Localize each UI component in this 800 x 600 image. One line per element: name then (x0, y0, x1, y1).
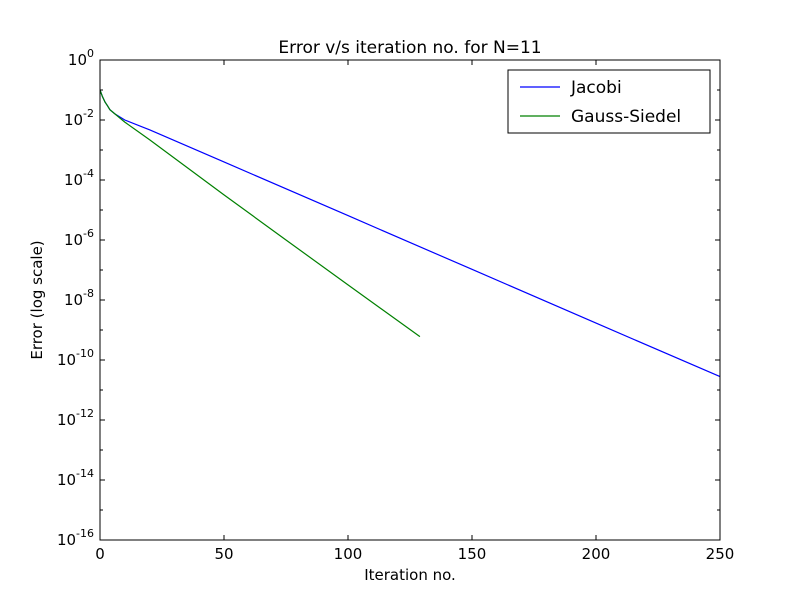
y-tick-label: 10-16 (57, 527, 94, 549)
y-tick-label: 10-14 (57, 467, 94, 489)
legend-label-gauss-siedel: Gauss-Siedel (571, 107, 681, 127)
x-tick-label: 50 (214, 545, 233, 563)
y-tick-label: 10-10 (57, 347, 94, 369)
series-layer (99, 89, 721, 378)
y-axis-label: Error (log scale) (28, 240, 46, 359)
series-line-gauss-siedel (99, 89, 421, 338)
y-tick-label: 10-8 (64, 287, 94, 309)
legend: Jacobi Gauss-Siedel (507, 69, 711, 134)
legend-box (507, 69, 711, 134)
x-tick-label: 150 (458, 545, 487, 563)
x-tick-label: 0 (95, 545, 105, 563)
y-tick-label: 100 (68, 47, 94, 69)
x-axis-ticks: 0 50 100 150 200 250 (95, 60, 734, 563)
y-tick-label: 10-4 (64, 167, 94, 189)
x-tick-label: 200 (582, 545, 611, 563)
y-tick-label: 10-2 (64, 107, 94, 129)
chart-title: Error v/s iteration no. for N=11 (278, 38, 541, 58)
x-tick-label: 100 (334, 545, 363, 563)
x-tick-label: 250 (706, 545, 735, 563)
legend-label-jacobi: Jacobi (570, 78, 622, 98)
y-axis-ticks: 100 10-2 10-4 10-6 10-8 10-10 10-12 10-14 10-16 (57, 47, 720, 549)
y-tick-label: 10-12 (57, 407, 94, 429)
x-axis-label: Iteration no. (364, 566, 456, 584)
y-tick-label: 10-6 (64, 227, 94, 249)
